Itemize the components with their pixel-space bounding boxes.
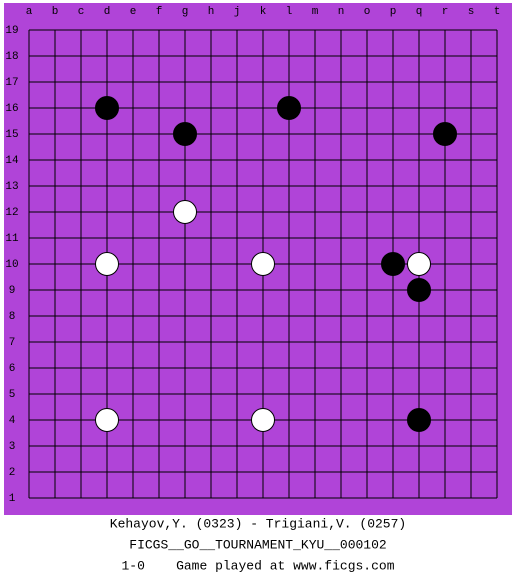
stone: [433, 122, 457, 146]
stone: [407, 252, 431, 276]
column-label: p: [390, 6, 397, 18]
row-label: 14: [5, 155, 19, 167]
row-label: 3: [9, 441, 16, 453]
column-label: k: [260, 6, 267, 18]
row-label: 1: [9, 493, 16, 505]
row-label: 18: [5, 51, 18, 63]
stone: [407, 278, 431, 302]
stone: [277, 96, 301, 120]
stone: [95, 96, 119, 120]
column-label: m: [312, 6, 319, 18]
row-label: 9: [9, 285, 16, 297]
row-label: 8: [9, 311, 16, 323]
stone: [95, 408, 119, 432]
stone: [173, 200, 197, 224]
row-label: 5: [9, 389, 16, 401]
column-label: h: [208, 6, 215, 18]
column-label: c: [78, 6, 85, 18]
result: 1-0 Game played at www.ficgs.com: [121, 558, 394, 573]
stone: [407, 408, 431, 432]
column-label: s: [468, 6, 475, 18]
row-label: 16: [5, 103, 18, 115]
row-label: 13: [5, 181, 18, 193]
column-label: e: [130, 6, 137, 18]
row-label: 6: [9, 363, 16, 375]
stone: [381, 252, 405, 276]
stone: [173, 122, 197, 146]
column-label: l: [286, 6, 293, 18]
column-label: j: [234, 6, 241, 18]
row-label: 11: [5, 233, 19, 245]
row-label: 12: [5, 207, 18, 219]
row-label: 2: [9, 467, 16, 479]
stones: [95, 96, 457, 432]
column-label: r: [442, 6, 449, 18]
column-label: d: [104, 6, 111, 18]
players: Kehayov,Y. (0323) - Trigiani,V. (0257): [110, 516, 406, 531]
column-label: g: [182, 6, 189, 18]
row-label: 4: [9, 415, 16, 427]
column-label: t: [494, 6, 501, 18]
column-label: b: [52, 6, 59, 18]
row-label: 7: [9, 337, 16, 349]
event: FICGS__GO__TOURNAMENT_KYU__000102: [129, 537, 386, 552]
row-label: 15: [5, 129, 18, 141]
row-label: 10: [5, 259, 18, 271]
stone: [95, 252, 119, 276]
row-label: 17: [5, 77, 18, 89]
column-label: o: [364, 6, 371, 18]
coordinates: a b c d e f g h j k l m n o p q r s t191817161514131211109…: [5, 6, 500, 505]
stone: [251, 408, 275, 432]
column-label: a: [26, 6, 33, 18]
column-label: n: [338, 6, 345, 18]
row-label: 19: [5, 25, 18, 37]
column-label: q: [416, 6, 423, 18]
stone: [251, 252, 275, 276]
column-label: f: [156, 6, 163, 18]
